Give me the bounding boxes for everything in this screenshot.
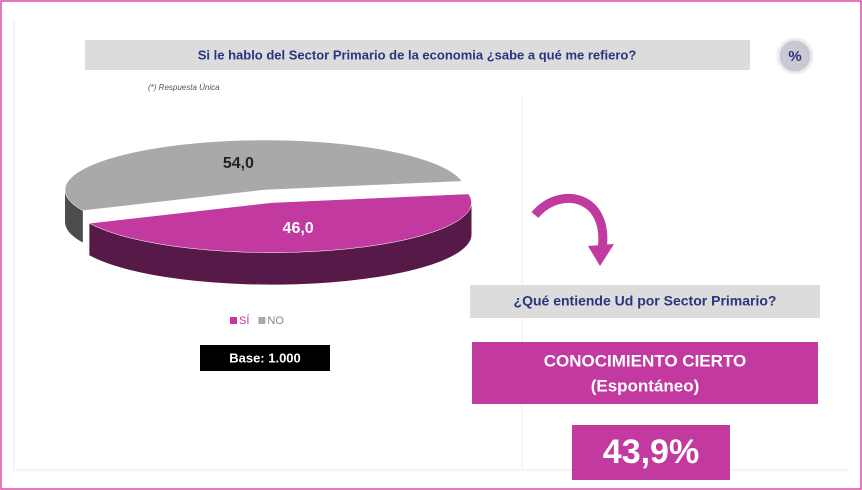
arrow: [531, 193, 608, 251]
result: 43,9%: [603, 433, 699, 471]
heading-box: [472, 342, 818, 404]
subheading: (Espontáneo): [591, 376, 700, 395]
slice: [88, 193, 472, 253]
base-label: Base: 1.000: [229, 350, 301, 365]
unit-label: %: [788, 48, 801, 65]
base-box: [200, 345, 330, 371]
question-bar: [470, 285, 820, 318]
data-label: 54,0: [223, 155, 254, 172]
result-box: [572, 425, 730, 480]
legend-label: SÍ: [239, 314, 250, 327]
slice: [64, 139, 463, 211]
chart-title: Si le hablo del Sector Primario de la ec…: [198, 47, 637, 62]
data-label: 46,0: [283, 220, 314, 237]
slice-side: [65, 190, 83, 243]
title-bar: [85, 40, 750, 70]
arrow-head: [588, 244, 614, 266]
legend-swatch: [258, 317, 266, 324]
question: ¿Qué entiende Ud por Sector Primario?: [514, 293, 777, 309]
unit-badge: [776, 37, 814, 75]
legend-swatch: [230, 317, 237, 324]
slice-side: [89, 202, 472, 285]
legend-label: NO: [267, 315, 284, 327]
heading: CONOCIMIENTO CIERTO: [544, 351, 746, 370]
note: (*) Respuesta Única: [148, 83, 220, 92]
